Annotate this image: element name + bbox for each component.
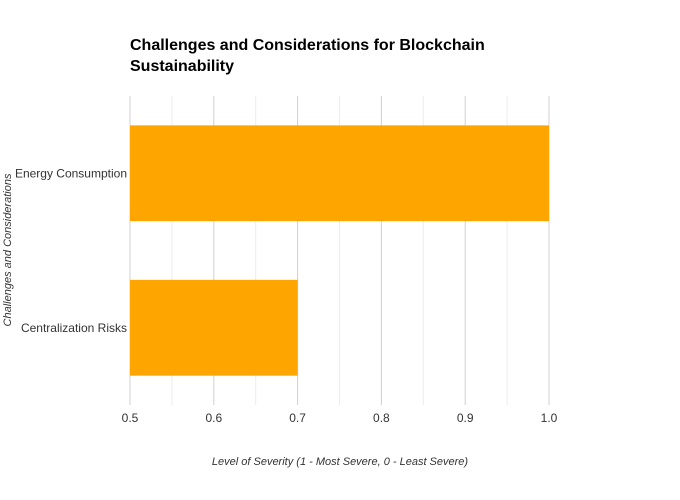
bars — [130, 125, 549, 376]
x-tick-label: 0.5 — [122, 411, 139, 425]
bar-energy-consumption — [130, 125, 549, 222]
y-axis-title: Challenges and Considerations — [2, 173, 14, 326]
y-tick-label: Energy Consumption — [15, 166, 127, 180]
x-tick-label: 0.9 — [457, 411, 474, 425]
x-tick-label: 0.6 — [205, 411, 222, 425]
y-tick-labels: Energy Consumption Centralization Risks — [15, 166, 127, 335]
bar-centralization-risks — [130, 279, 298, 376]
x-axis-title: Level of Severity (1 - Most Severe, 0 - … — [212, 456, 469, 468]
x-tick-labels: 0.5 0.6 0.7 0.8 0.9 1.0 — [122, 411, 558, 425]
x-tick-label: 1.0 — [541, 411, 558, 425]
chart-title: Challenges and Considerations for Blockc… — [130, 37, 485, 75]
x-tick-label: 0.7 — [289, 411, 306, 425]
y-tick-label: Centralization Risks — [21, 321, 127, 335]
x-tick-label: 0.8 — [373, 411, 390, 425]
